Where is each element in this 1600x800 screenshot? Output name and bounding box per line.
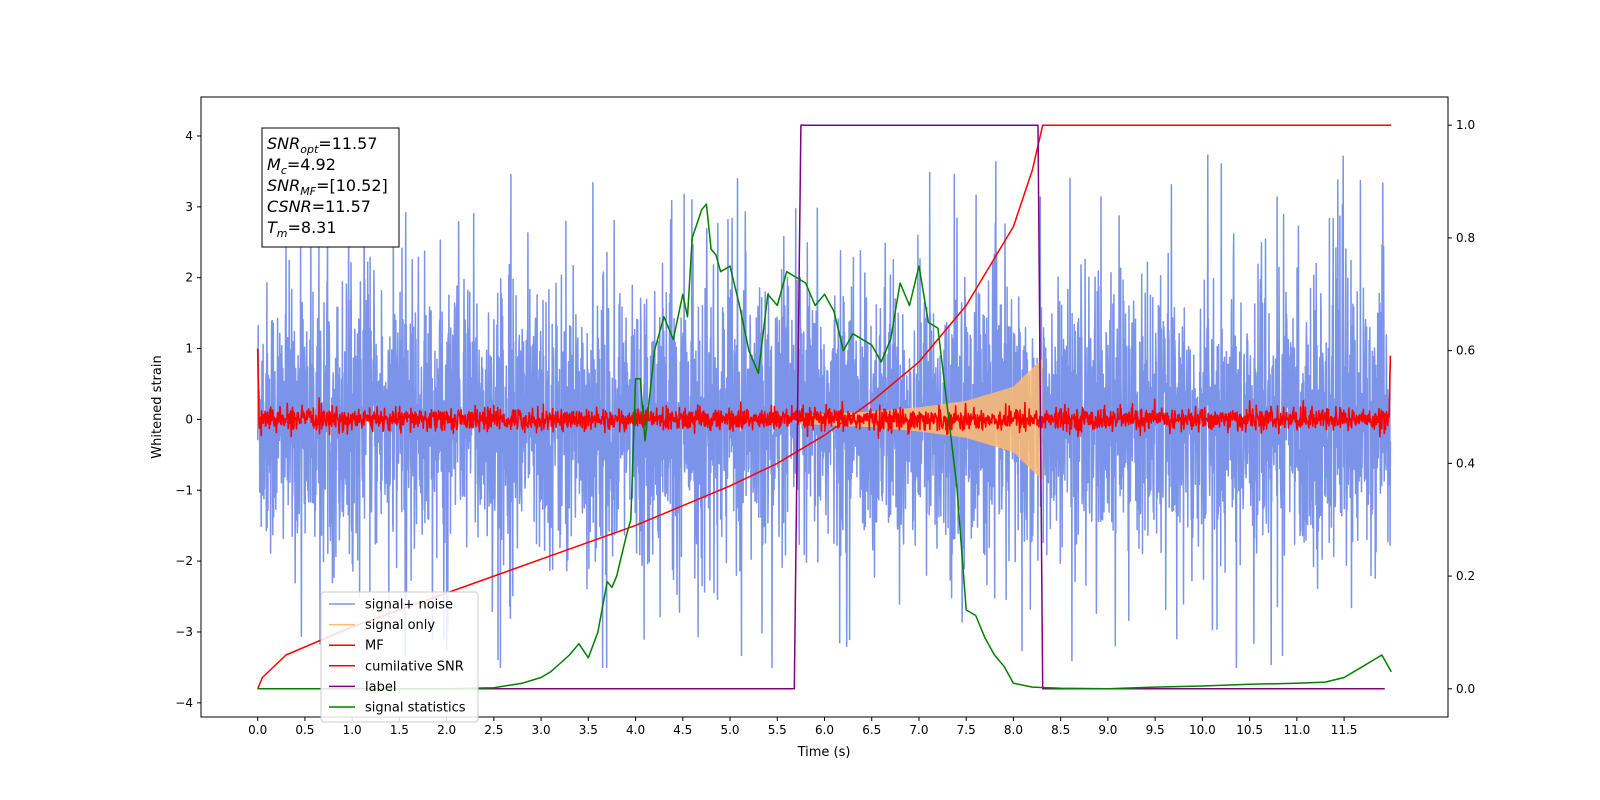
info-line: SNRMF=[10.52] bbox=[267, 176, 388, 198]
legend-entry: MF bbox=[365, 639, 384, 654]
x-tick-label: 11.0 bbox=[1283, 723, 1310, 737]
x-tick-label: 9.5 bbox=[1146, 723, 1165, 737]
y-tick-label: −1 bbox=[175, 483, 193, 497]
x-tick-label: 0.5 bbox=[295, 723, 314, 737]
x-tick-label: 3.5 bbox=[579, 723, 598, 737]
legend: signal+ noise signal only MF cumilative SNR… bbox=[320, 591, 479, 723]
y-tick-label: 3 bbox=[185, 200, 193, 214]
x-tick-label: 6.5 bbox=[862, 723, 881, 737]
x-tick-label: 9.0 bbox=[1098, 723, 1117, 737]
y2-tick-label: 0.0 bbox=[1456, 682, 1475, 696]
info-box: SNRopt=11.57Mc=4.92SNRMF=[10.52]CSNR=11.… bbox=[261, 127, 400, 248]
x-tick-label: 1.0 bbox=[343, 723, 362, 737]
y2-tick-label: 1.0 bbox=[1456, 118, 1475, 132]
legend-entry: cumilative SNR bbox=[365, 659, 464, 674]
series-mf bbox=[256, 348, 1392, 439]
legend-entry: signal+ noise bbox=[365, 598, 453, 613]
x-tick-label: 10.0 bbox=[1189, 723, 1216, 737]
y2-tick-label: 0.6 bbox=[1456, 344, 1475, 358]
y2-tick-label: 0.8 bbox=[1456, 231, 1475, 245]
x-tick-label: 10.5 bbox=[1236, 723, 1263, 737]
y2-tick-label: 0.4 bbox=[1456, 456, 1475, 470]
x-tick-label: 5.0 bbox=[720, 723, 739, 737]
x-tick-label: 2.0 bbox=[437, 723, 456, 737]
y-tick-label: 1 bbox=[185, 342, 193, 356]
x-tick-label: 6.0 bbox=[815, 723, 834, 737]
x-tick-label: 7.0 bbox=[909, 723, 928, 737]
info-line: Mc=4.92 bbox=[267, 155, 336, 177]
y-tick-label: 0 bbox=[185, 412, 193, 426]
y-tick-label: 2 bbox=[185, 271, 193, 285]
y-tick-label: 4 bbox=[185, 129, 193, 143]
legend-entry: label bbox=[365, 680, 396, 695]
x-tick-label: 4.5 bbox=[673, 723, 692, 737]
y-tick-label: −2 bbox=[175, 554, 193, 568]
info-box-frame bbox=[261, 127, 400, 248]
info-line: SNRopt=11.57 bbox=[267, 134, 378, 156]
series-signal-statistics bbox=[257, 203, 1392, 690]
x-tick-label: 7.5 bbox=[957, 723, 976, 737]
x-tick-label: 5.5 bbox=[768, 723, 787, 737]
y2-tick-label: 0.2 bbox=[1456, 569, 1475, 583]
y-axis-right: 1.0 0.8 0.6 0.4 0.2 0.0 bbox=[1448, 118, 1475, 696]
x-tick-label: 8.5 bbox=[1051, 723, 1070, 737]
x-axis: 0.0 0.5 1.0 1.5 2.0 2.5 3.0 3.5 4.0 4.5 5.0 5.5 6.0 6… bbox=[248, 717, 1357, 737]
y-tick-label: −3 bbox=[175, 625, 193, 639]
info-line: CSNR=11.57 bbox=[267, 197, 371, 216]
x-tick-label: 0.0 bbox=[248, 723, 267, 737]
legend-entry: signal statistics bbox=[365, 701, 466, 716]
x-tick-label: 1.5 bbox=[390, 723, 409, 737]
y-axis-left: 4 3 2 1 0 −1 −2 −3 −4 bbox=[175, 129, 201, 710]
info-line: Tm=8.31 bbox=[267, 218, 337, 240]
legend-entry: signal only bbox=[365, 618, 435, 633]
x-tick-label: 4.0 bbox=[626, 723, 645, 737]
x-axis-label: Time (s) bbox=[797, 745, 851, 760]
legend-frame bbox=[320, 591, 479, 723]
x-tick-label: 8.0 bbox=[1004, 723, 1023, 737]
y-axis-label: Whitened strain bbox=[150, 355, 165, 458]
y-tick-label: −4 bbox=[175, 696, 193, 710]
x-tick-label: 2.5 bbox=[484, 723, 503, 737]
x-tick-label: 3.0 bbox=[532, 723, 551, 737]
x-tick-label: 11.5 bbox=[1331, 723, 1358, 737]
